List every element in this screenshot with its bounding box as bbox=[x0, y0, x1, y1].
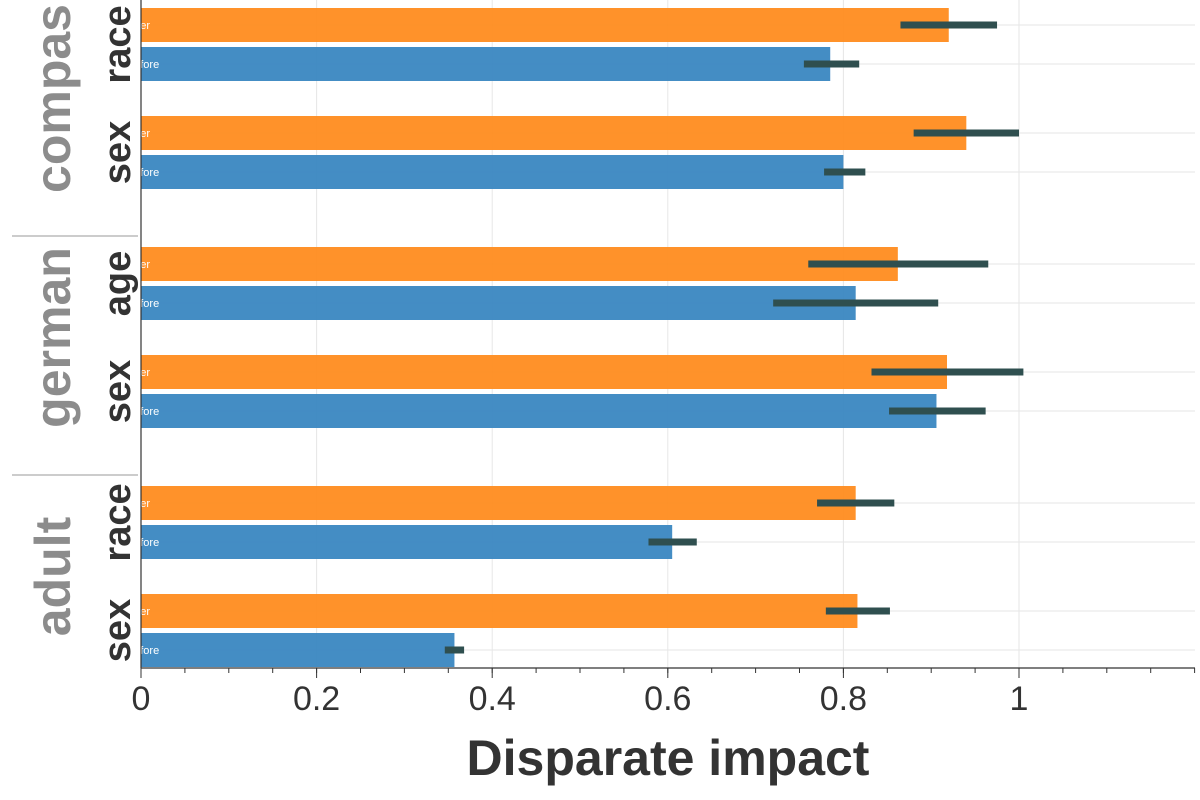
attribute-label: sex bbox=[97, 121, 139, 184]
dataset-label: compas bbox=[25, 4, 81, 193]
after-bar bbox=[141, 247, 898, 281]
after-bar bbox=[141, 594, 858, 628]
bars bbox=[141, 8, 967, 667]
category-labels: race sex compas age sex german race sex adult bbox=[12, 4, 139, 662]
bar-label: after bbox=[128, 606, 150, 618]
before-bar bbox=[141, 394, 937, 428]
bar-label: before bbox=[128, 167, 159, 179]
grid-lines bbox=[140, 0, 1195, 668]
x-axis: 0 0.2 0.4 0.6 0.8 1 bbox=[132, 0, 1196, 718]
dataset-label: german bbox=[25, 247, 81, 428]
bar-label: before bbox=[128, 298, 159, 310]
x-tick-label: 0 bbox=[132, 680, 151, 718]
bar-label: before bbox=[128, 406, 159, 418]
before-bar bbox=[141, 286, 856, 320]
bar-labels: after before after before after before after be… bbox=[128, 20, 159, 657]
bar-label: before bbox=[128, 59, 159, 71]
after-bar bbox=[141, 8, 949, 42]
attribute-label: sex bbox=[97, 599, 139, 662]
x-tick-label: 0.2 bbox=[293, 680, 340, 718]
after-bar bbox=[141, 355, 948, 389]
bar-label: before bbox=[128, 645, 159, 657]
before-bar bbox=[141, 47, 831, 81]
bar-label: after bbox=[128, 498, 150, 510]
bar-label: after bbox=[128, 259, 150, 271]
attribute-label: sex bbox=[97, 360, 139, 423]
before-bar bbox=[141, 525, 673, 559]
x-tick-label: 0.8 bbox=[820, 680, 867, 718]
bar-label: after bbox=[128, 128, 150, 140]
before-bar bbox=[141, 155, 844, 189]
after-bar bbox=[141, 486, 856, 520]
attribute-label: race bbox=[97, 483, 139, 561]
x-tick-label: 1 bbox=[1010, 680, 1029, 718]
bar-label: after bbox=[128, 367, 150, 379]
x-tick-label: 0.6 bbox=[644, 680, 691, 718]
before-bar bbox=[141, 633, 455, 667]
x-axis-title: Disparate impact bbox=[467, 730, 870, 786]
bar-label: before bbox=[128, 537, 159, 549]
x-tick-label: 0.4 bbox=[469, 680, 516, 718]
bar-label: after bbox=[128, 20, 150, 32]
attribute-label: race bbox=[97, 5, 139, 83]
dataset-label: adult bbox=[25, 516, 81, 636]
attribute-label: age bbox=[97, 251, 139, 316]
error-bars bbox=[444, 21, 1024, 654]
after-bar bbox=[141, 116, 967, 150]
